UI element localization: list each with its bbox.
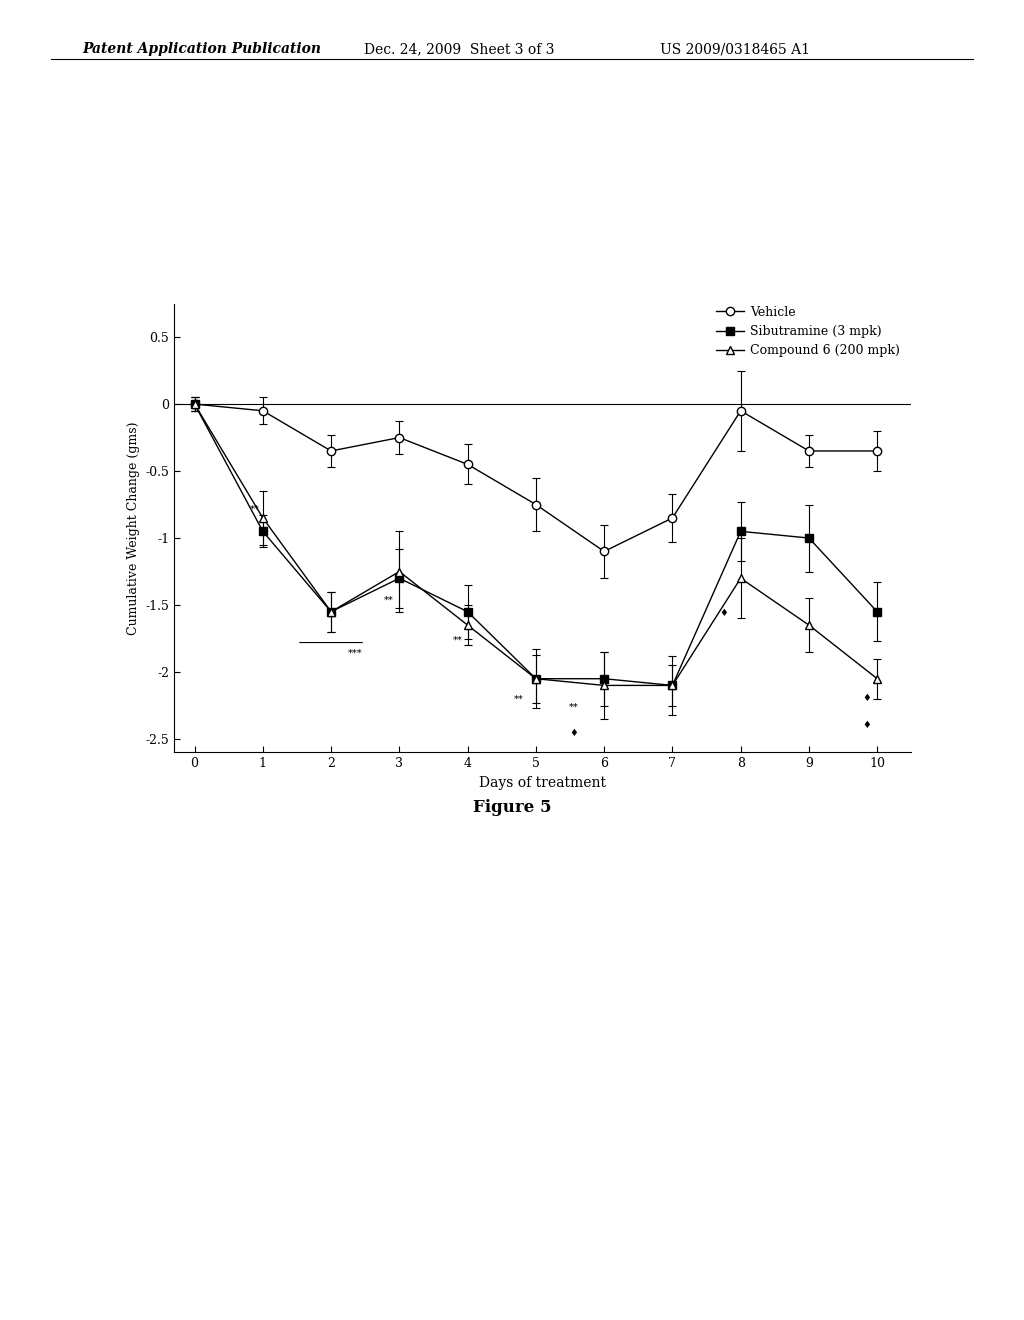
- X-axis label: Days of treatment: Days of treatment: [479, 776, 606, 789]
- Text: Figure 5: Figure 5: [473, 799, 551, 816]
- Text: **: **: [453, 635, 462, 644]
- Text: ♦: ♦: [862, 721, 871, 730]
- Text: ♦: ♦: [862, 693, 871, 704]
- Text: ♦: ♦: [569, 730, 578, 738]
- Y-axis label: Cumulative Weight Change (gms): Cumulative Weight Change (gms): [127, 421, 140, 635]
- Text: **: **: [568, 702, 579, 711]
- Text: US 2009/0318465 A1: US 2009/0318465 A1: [660, 42, 810, 57]
- Text: ***: ***: [348, 649, 362, 657]
- Legend: Vehicle, Sibutramine (3 mpk), Compound 6 (200 mpk): Vehicle, Sibutramine (3 mpk), Compound 6…: [712, 301, 905, 363]
- Text: ♦: ♦: [719, 607, 728, 618]
- Text: **: **: [514, 694, 523, 704]
- Text: **: **: [384, 595, 394, 605]
- Text: Dec. 24, 2009  Sheet 3 of 3: Dec. 24, 2009 Sheet 3 of 3: [364, 42, 554, 57]
- Text: **: **: [250, 504, 259, 513]
- Text: Patent Application Publication: Patent Application Publication: [82, 42, 321, 57]
